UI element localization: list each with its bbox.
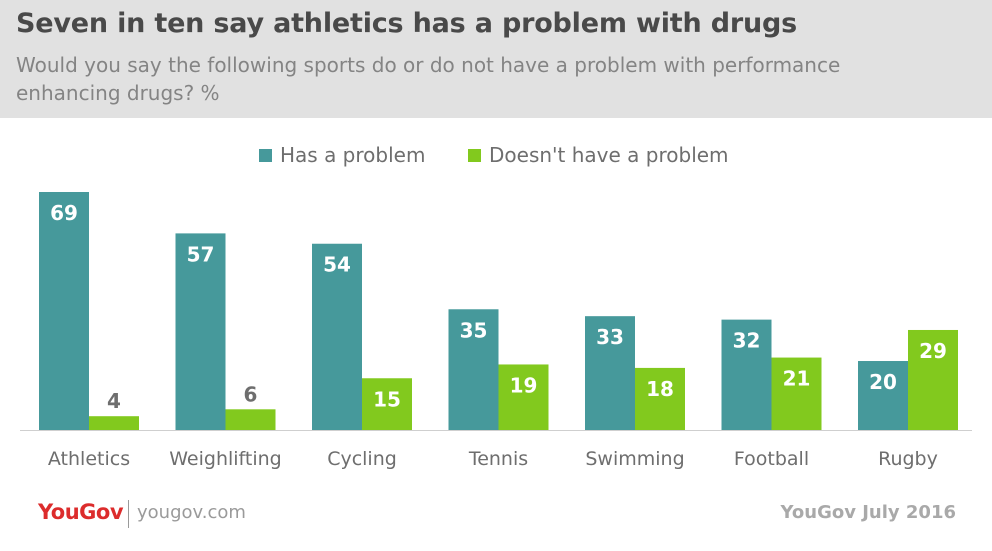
category-label: Tennis bbox=[468, 448, 528, 470]
category-label: Athletics bbox=[48, 448, 130, 470]
bar-has-problem-rugby bbox=[858, 361, 908, 430]
bar-has-problem-athletics bbox=[39, 192, 89, 430]
bar-value-label: 20 bbox=[869, 370, 897, 394]
bar-value-label: 35 bbox=[460, 318, 488, 342]
bar-no-problem-rugby bbox=[908, 329, 958, 430]
bar-value-label: 15 bbox=[373, 387, 401, 411]
chart-title: Seven in ten say athletics has a problem… bbox=[16, 8, 797, 39]
bar-has-problem-weighlifting bbox=[175, 233, 226, 430]
bar-value-label: 32 bbox=[733, 329, 761, 353]
legend-item-no-problem: Doesn't have a problem bbox=[468, 143, 729, 167]
bar-no-problem-cycling bbox=[362, 378, 412, 430]
footer-site: yougov.com bbox=[137, 502, 246, 523]
bar-has-problem-cycling bbox=[312, 243, 362, 430]
bar-value-label: 21 bbox=[783, 367, 811, 391]
category-label: Football bbox=[734, 448, 809, 470]
bar-has-problem-football bbox=[721, 319, 772, 430]
bar-value-label: 69 bbox=[50, 201, 78, 225]
bar-value-label: 4 bbox=[107, 389, 121, 413]
bar-value-label: 54 bbox=[323, 253, 351, 277]
bar-no-problem-athletics bbox=[89, 416, 139, 430]
footer-source: YouGov July 2016 bbox=[780, 502, 956, 523]
chart-subtitle: Would you say the following sports do or… bbox=[16, 53, 841, 105]
footer-divider bbox=[128, 500, 129, 528]
bar-no-problem-tennis bbox=[498, 364, 549, 430]
bar-value-label: 6 bbox=[244, 382, 258, 406]
legend-label-no-problem: Doesn't have a problem bbox=[489, 143, 729, 167]
chart-header: Seven in ten say athletics has a problem… bbox=[0, 0, 992, 118]
category-label: Swimming bbox=[585, 448, 684, 470]
legend-label-has-problem: Has a problem bbox=[280, 143, 426, 167]
chart-legend: Has a problem Doesn't have a problem bbox=[0, 143, 992, 171]
category-label: Cycling bbox=[327, 448, 397, 470]
legend-item-has-problem: Has a problem bbox=[259, 143, 425, 167]
bar-no-problem-swimming bbox=[635, 367, 685, 430]
legend-swatch-has-problem bbox=[259, 148, 272, 162]
bar-has-problem-tennis bbox=[448, 309, 499, 430]
bar-value-label: 29 bbox=[919, 339, 947, 363]
bar-value-label: 19 bbox=[510, 373, 538, 397]
bar-no-problem-football bbox=[771, 357, 822, 430]
category-label: Weighlifting bbox=[169, 448, 282, 470]
bar-value-label: 33 bbox=[596, 325, 624, 349]
bar-no-problem-weighlifting bbox=[225, 409, 276, 430]
legend-swatch-no-problem bbox=[468, 148, 481, 162]
yougov-logo: YouGov bbox=[38, 500, 124, 524]
bar-has-problem-swimming bbox=[585, 316, 635, 430]
bar-value-label: 18 bbox=[646, 377, 674, 401]
bar-value-label: 57 bbox=[187, 242, 215, 266]
category-label: Rugby bbox=[878, 448, 938, 470]
